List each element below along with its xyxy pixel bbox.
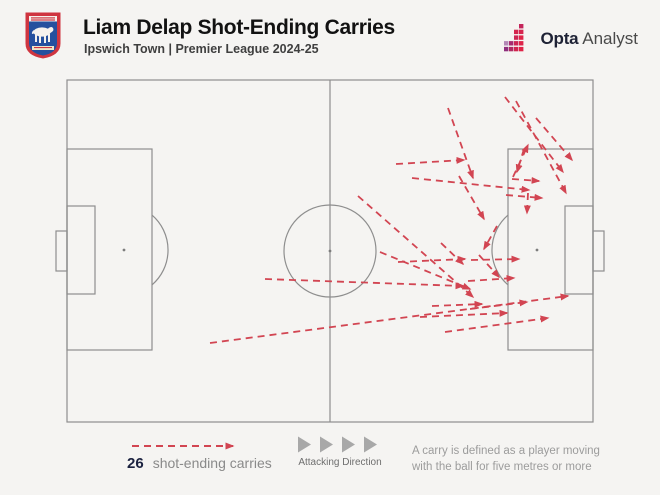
carry-arrow [431, 300, 484, 308]
carry-arrow [511, 176, 541, 184]
pitch-markings [55, 79, 605, 423]
carry-arrow [523, 192, 531, 215]
carry-arrow [357, 195, 475, 298]
penalty-area-left [66, 148, 153, 351]
opta-logo-icon [503, 24, 523, 52]
carry-arrow [264, 278, 465, 290]
carry-arrow [515, 148, 525, 174]
carry-definition-line1: A carry is defined as a player moving [412, 445, 600, 457]
center-circle [283, 204, 377, 298]
horse-emblem [31, 26, 54, 43]
penalty-area-right [507, 148, 594, 351]
carry-arrow [419, 309, 509, 318]
attacking-direction-icons [298, 436, 377, 453]
legend-count-row: 26 shot-ending carries [127, 455, 272, 473]
legend-carry-arrow [132, 442, 235, 450]
carry-arrow [483, 225, 498, 251]
opta-logo-light: Analyst [582, 29, 638, 48]
carry-definition-note: A carry is defined as a player moving wi… [412, 443, 600, 475]
penalty-spot-right [535, 248, 539, 252]
center-spot [328, 249, 332, 253]
carry-arrow [467, 274, 516, 282]
carry-arrow [458, 175, 485, 221]
carry-arrow [515, 100, 567, 195]
opta-logo-bold: Opta [540, 29, 579, 48]
carry-arrow [470, 255, 521, 263]
attack-triangle-icon [342, 436, 355, 453]
carry-arrow [478, 254, 501, 279]
carry-arrow [209, 293, 570, 344]
penalty-spot-left [122, 248, 126, 252]
attack-triangle-icon [364, 436, 377, 453]
carry-arrow [444, 315, 550, 333]
page-subtitle: Ipswich Town | Premier League 2024-25 [84, 42, 319, 56]
penalty-arc-right [491, 214, 509, 286]
attacking-direction-legend: Attacking Direction [294, 436, 386, 468]
carry-count-label: shot-ending carries [152, 455, 272, 471]
ipswich-town-crest [25, 12, 61, 59]
carry-count: 26 [127, 455, 144, 472]
carry-arrow [411, 177, 531, 193]
carry-arrow [535, 117, 573, 162]
carries-layer [209, 96, 573, 344]
carry-definition-line2: with the ball for five metres or more [412, 461, 592, 473]
six-yard-box-left [66, 205, 96, 295]
goal-left [55, 230, 68, 272]
attack-triangle-icon [320, 436, 333, 453]
carry-arrow [395, 156, 466, 165]
attack-triangle-icon [298, 436, 311, 453]
opta-analyst-logo: Opta Analyst [503, 24, 638, 54]
carry-arrow [447, 107, 474, 180]
goal-right [592, 230, 605, 272]
carry-arrow [440, 242, 465, 266]
carry-arrow [505, 193, 544, 201]
carry-arrow [379, 251, 472, 290]
attacking-direction-label: Attacking Direction [298, 457, 382, 468]
page-title: Liam Delap Shot-Ending Carries [83, 16, 395, 39]
carry-arrow [504, 96, 564, 174]
six-yard-box-right [564, 205, 594, 295]
penalty-arc-left [151, 214, 169, 286]
opta-logo-text: Opta Analyst [541, 29, 638, 49]
